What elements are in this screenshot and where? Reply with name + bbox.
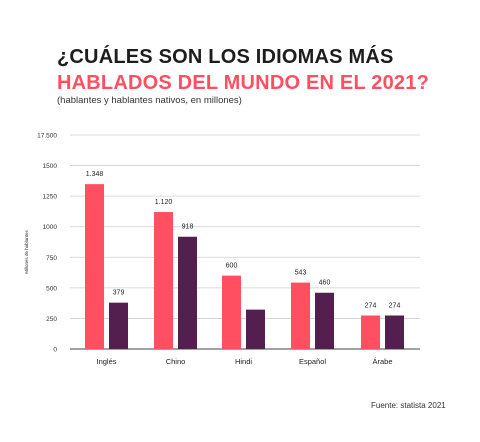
y-axis-label: Millones de hablantes [24,229,29,273]
x-tick-label: Hindi [235,357,252,366]
data-label: 379 [113,290,125,297]
y-tick-label: 1500 [43,163,58,170]
data-label: 543 [295,270,307,277]
data-label: 274 [389,302,401,309]
bar-total [361,315,380,349]
bar-nativos [315,292,334,349]
bar-nativos [178,236,197,349]
bar-total [291,282,310,349]
y-tick-label: 17.500 [37,133,57,140]
y-tick-label: 0 [53,347,57,354]
bar-total [85,184,104,349]
y-tick-label: 1250 [43,194,58,201]
y-tick-label: 750 [46,255,57,262]
chart-title-line2: HABLADOS DEL MUNDO EN EL 2021? [57,72,429,94]
source-note: Fuente: statista 2021 [371,401,446,410]
chart-subtitle: (hablantes y hablantes nativos, en millo… [57,95,242,106]
x-tick-label: Chino [166,357,186,366]
x-tick-label: Árabe [372,357,392,366]
bar-nativos [109,302,128,349]
chart-title-line1: ¿CUÁLES SON LOS IDIOMAS MÁS [57,46,394,68]
data-label: 1.348 [86,171,104,178]
bar-nativos [385,315,404,349]
bar-total [154,212,173,349]
data-label: 274 [365,302,377,309]
y-tick-label: 1000 [43,224,58,231]
x-tick-label: Español [299,357,326,366]
data-label: 1.120 [155,199,173,206]
x-tick-label: Inglés [96,357,116,366]
data-label: 600 [226,263,238,270]
data-label: 918 [182,224,194,231]
bar-total [222,275,241,349]
y-tick-label: 500 [46,285,57,292]
y-tick-label: 250 [46,316,57,323]
data-label: 460 [319,280,331,287]
bar-nativos [246,309,265,349]
